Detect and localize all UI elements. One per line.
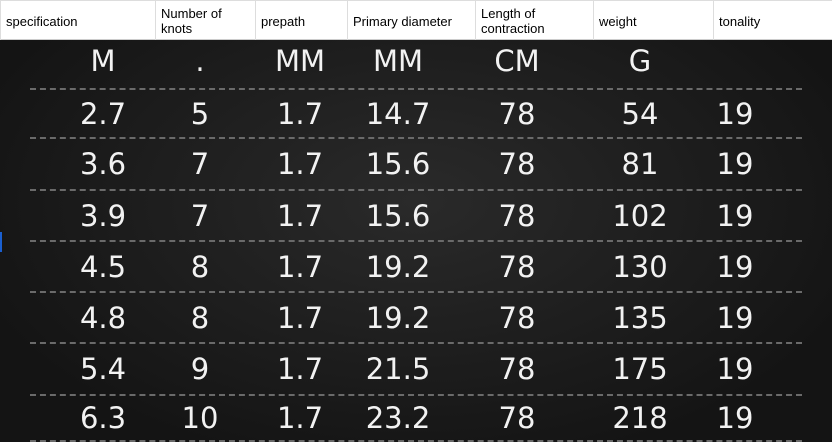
- unit-label: MM: [274, 44, 326, 78]
- table-cell: 19: [716, 147, 754, 181]
- table-cell: 130: [612, 249, 668, 284]
- table-cell: 1.7: [276, 96, 324, 131]
- header-tonality: tonality: [713, 1, 832, 41]
- row-divider: [30, 240, 802, 242]
- header-number-of-knots: Number of knots: [155, 1, 255, 41]
- table-cell: 78: [498, 96, 536, 131]
- table-cell: 78: [498, 249, 536, 284]
- table-cell: 10: [181, 401, 219, 435]
- table-cell: 175: [612, 352, 668, 386]
- table-cell: 3.6: [79, 147, 127, 181]
- table-cell: 19: [716, 249, 754, 284]
- unit-label: CM: [494, 44, 540, 78]
- table-cell: 5.4: [79, 352, 127, 386]
- table-cell: 78: [498, 401, 536, 435]
- table-cell: 81: [621, 147, 659, 181]
- table-cell: 19: [716, 300, 754, 335]
- table-cell: 1.7: [276, 198, 324, 233]
- table-cell: 1.7: [276, 401, 324, 435]
- table-cell: 7: [190, 147, 210, 181]
- unit-label: M: [90, 44, 116, 78]
- table-cell: 1.7: [276, 249, 324, 284]
- table-cell: 23.2: [365, 401, 431, 435]
- table-cell: 9: [190, 352, 210, 386]
- header-length-of-contraction: Length of contraction: [475, 1, 593, 41]
- table-cell: 4.5: [79, 249, 127, 284]
- table-cell: 78: [498, 198, 536, 233]
- unit-label: .: [195, 44, 205, 78]
- table-cell: 4.8: [79, 300, 127, 335]
- table-cell: 54: [621, 96, 659, 131]
- row-divider: [30, 88, 802, 90]
- table-cell: 8: [190, 249, 210, 284]
- row-divider: [30, 189, 802, 191]
- table-cell: 19: [716, 96, 754, 131]
- table-cell: 3.9: [79, 198, 127, 233]
- row-divider: [30, 394, 802, 396]
- table-cell: 19: [716, 401, 754, 435]
- spec-table-image: M. MM MM CM G 2.7 5 1.7 14.7 78 54 19 3.6 7 1.7 15.6 78 8…: [0, 40, 832, 442]
- table-cell: 19.2: [365, 249, 431, 284]
- table-cell: 15.6: [365, 147, 431, 181]
- table-cell: 7: [190, 198, 210, 233]
- header-primary-diameter: Primary diameter: [347, 1, 475, 41]
- table-cell: 1.7: [276, 147, 324, 181]
- table-cell: 78: [498, 352, 536, 386]
- table-cell: 19: [716, 198, 754, 233]
- row-divider: [30, 137, 802, 139]
- table-cell: 8: [190, 300, 210, 335]
- header-specification: specification: [0, 1, 155, 41]
- header-prepath: prepath: [255, 1, 347, 41]
- row-divider: [30, 342, 802, 344]
- table-cell: 218: [612, 401, 668, 435]
- selection-edge-marker: [0, 232, 2, 252]
- unit-label: MM: [372, 44, 424, 78]
- table-cell: 15.6: [365, 198, 431, 233]
- table-cell: 135: [612, 300, 668, 335]
- table-cell: 1.7: [276, 352, 324, 386]
- table-cell: 78: [498, 300, 536, 335]
- table-cell: 6.3: [79, 401, 127, 435]
- table-cell: 19.2: [365, 300, 431, 335]
- table-cell: 21.5: [365, 352, 431, 386]
- header-weight: weight: [593, 1, 713, 41]
- table-cell: 78: [498, 147, 536, 181]
- row-divider: [30, 440, 802, 442]
- table-cell: 102: [612, 198, 668, 233]
- table-header: specification Number of knots prepath Prima…: [0, 0, 832, 41]
- table-cell: 14.7: [365, 96, 431, 131]
- table-cell: 5: [190, 96, 210, 131]
- table-cell: 1.7: [276, 300, 324, 335]
- table-cell: 19: [716, 352, 754, 386]
- unit-label: G: [628, 44, 652, 78]
- table-cell: 2.7: [79, 96, 127, 131]
- row-divider: [30, 291, 802, 293]
